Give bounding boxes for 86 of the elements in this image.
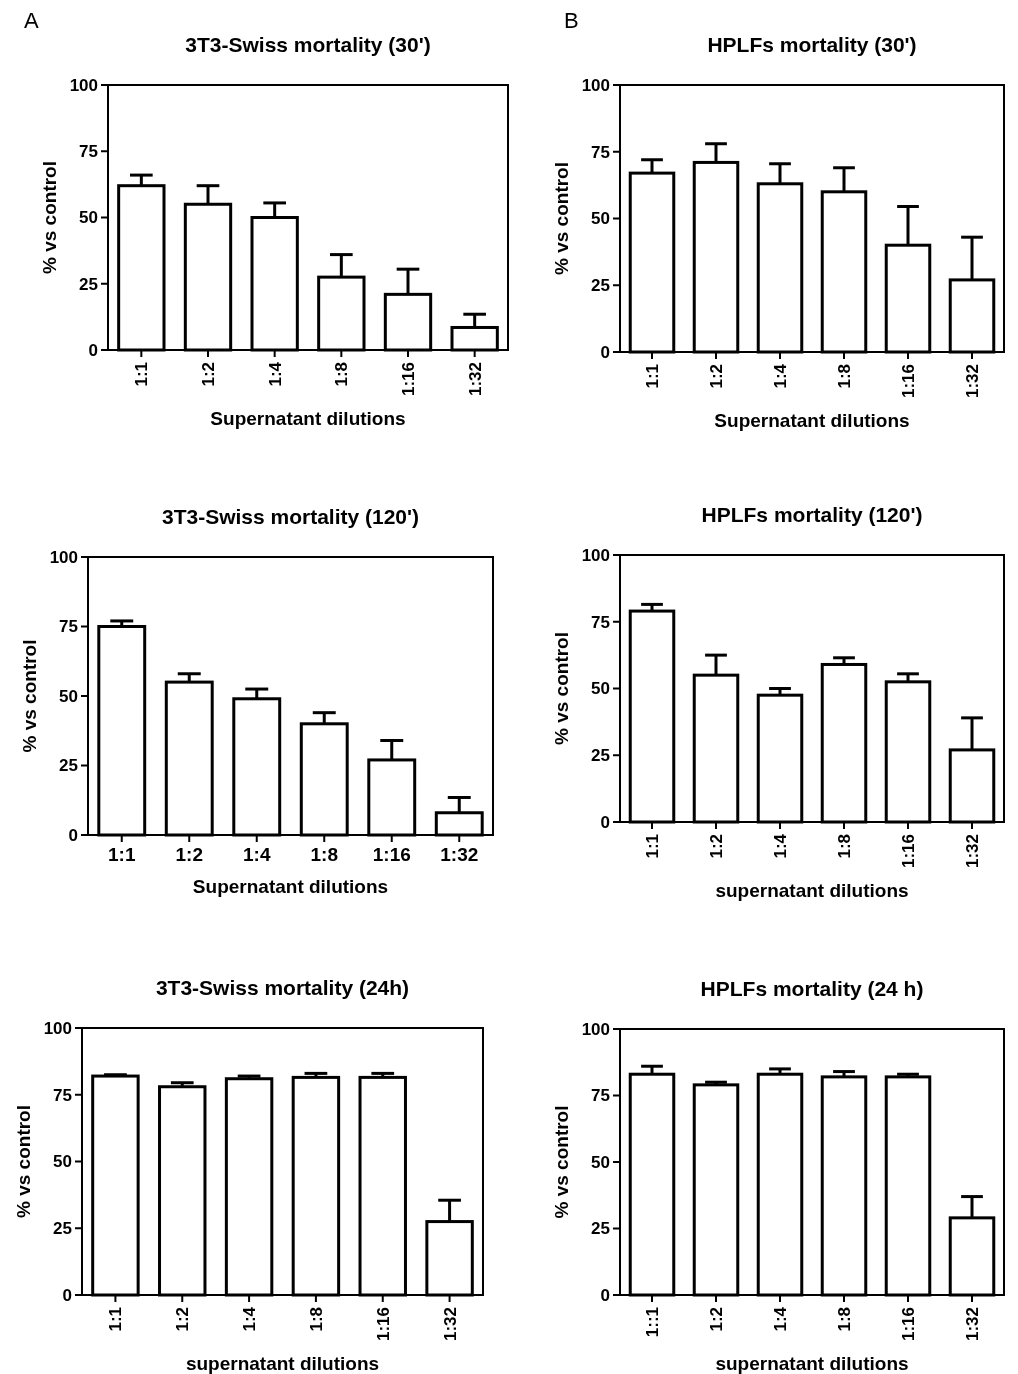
x-tick-label: 1:1 <box>106 1307 126 1332</box>
y-tick-label: 0 <box>600 812 610 832</box>
y-axis-title: % vs control <box>551 632 572 745</box>
text: B <box>564 8 579 33</box>
chart-title: HPLFs mortality (30') <box>707 33 917 56</box>
chart-title: HPLFs mortality (120') <box>701 503 923 526</box>
x-axis-title: supernatant dilutions <box>715 880 909 901</box>
x-tick-label: 1:4 <box>770 1306 790 1332</box>
y-tick-label: 100 <box>43 1018 72 1038</box>
x-tick-label: 1:4 <box>770 833 790 859</box>
y-tick-label: 75 <box>591 142 610 162</box>
x-tick-label: 1:8 <box>306 1307 326 1332</box>
y-tick-label: 0 <box>600 342 610 362</box>
y-tick-label: 0 <box>62 1285 72 1305</box>
x-tick-label: 1:8 <box>834 834 854 859</box>
y-tick-label: 75 <box>53 1085 72 1105</box>
x-axis-title: supernatant dilutions <box>185 1353 380 1374</box>
x-tick-label: 1:1 <box>132 362 152 387</box>
y-axis-title: % vs control <box>551 1105 572 1219</box>
x-tick-label: 1:32 <box>465 362 485 397</box>
y-tick-label: 100 <box>581 545 610 565</box>
x-tick-label: 1:4 <box>770 363 790 389</box>
x-tick-label: 1:2 <box>706 364 726 389</box>
text: A <box>24 8 39 33</box>
x-tick-label: 1:8 <box>834 1307 854 1332</box>
x-tick-label: 1:32 <box>962 364 982 399</box>
chart-title: 3T3-Swiss mortality (120') <box>161 505 420 528</box>
y-tick-label: 0 <box>88 340 98 360</box>
y-tick-label: 50 <box>591 679 610 699</box>
x-tick-label: 1:32 <box>440 1307 460 1342</box>
x-tick-label: 1:1 <box>642 834 662 859</box>
y-axis-title: % vs control <box>39 161 60 274</box>
x-tick-label: 1:32 <box>962 834 982 869</box>
y-tick-label: 75 <box>591 612 610 632</box>
x-tick-label: 1:1 <box>642 364 662 389</box>
y-axis-title: % vs control <box>19 639 40 753</box>
y-tick-label: 50 <box>591 209 610 229</box>
y-tick-label: 100 <box>581 75 610 95</box>
x-tick-label: 1:16 <box>898 1307 918 1342</box>
x-axis-title: supernatant dilutions <box>715 1353 909 1374</box>
y-tick-label: 100 <box>69 75 98 95</box>
x-tick-label: 1:2 <box>173 1307 193 1332</box>
x-tick-label: 1:4 <box>243 844 271 865</box>
y-tick-label: 100 <box>49 547 78 567</box>
x-tick-label: 1:2 <box>198 362 218 387</box>
x-tick-label: 1:32 <box>962 1307 982 1342</box>
y-tick-label: 0 <box>68 825 78 845</box>
y-tick-label: 50 <box>59 686 78 706</box>
x-tick-label: 1:16 <box>372 844 411 865</box>
x-axis-title: Supernatant dilutions <box>192 876 389 897</box>
y-tick-label: 25 <box>53 1219 72 1239</box>
x-tick-label: 1:8 <box>310 844 338 865</box>
y-axis-title: % vs control <box>551 162 572 275</box>
x-tick-label: 1:8 <box>332 362 352 387</box>
x-axis-title: Supernatant dilutions <box>714 410 910 431</box>
x-tick-label: 1:32 <box>440 844 479 865</box>
y-tick-label: 25 <box>591 1219 610 1239</box>
y-tick-label: 25 <box>591 746 610 766</box>
x-tick-label: 1:16 <box>898 834 918 869</box>
x-tick-label: 1:16 <box>373 1307 393 1342</box>
x-tick-label: 1:1 <box>108 844 136 865</box>
y-tick-label: 75 <box>59 617 78 637</box>
y-tick-label: 50 <box>79 208 98 228</box>
x-tick-label: 1:16 <box>398 362 418 397</box>
y-tick-label: 100 <box>581 1019 610 1039</box>
x-tick-label: 1:2 <box>706 834 726 859</box>
x-tick-label: 1:2 <box>706 1307 726 1332</box>
x-axis-title: Supernatant dilutions <box>210 408 406 429</box>
x-tick-label: 1:2 <box>175 844 203 865</box>
x-tick-label: 1:4 <box>240 1306 260 1332</box>
y-tick-label: 75 <box>79 142 98 162</box>
y-axis-title: % vs control <box>13 1105 34 1218</box>
chart-title: 3T3-Swiss mortality (24h) <box>155 976 410 999</box>
y-tick-label: 75 <box>591 1086 610 1106</box>
chart-title: HPLFs mortality (24 h) <box>700 977 924 1000</box>
y-tick-label: 25 <box>591 276 610 296</box>
y-tick-label: 25 <box>79 274 98 294</box>
x-tick-label: 1::1 <box>642 1307 662 1338</box>
x-tick-label: 1:16 <box>898 364 918 399</box>
y-tick-label: 0 <box>600 1285 610 1305</box>
x-tick-label: 1:4 <box>265 361 285 387</box>
y-tick-label: 50 <box>53 1152 72 1172</box>
x-tick-label: 1:8 <box>834 364 854 389</box>
y-tick-label: 25 <box>59 756 78 776</box>
chart-title: 3T3-Swiss mortality (30') <box>185 33 431 56</box>
y-tick-label: 50 <box>591 1152 610 1172</box>
